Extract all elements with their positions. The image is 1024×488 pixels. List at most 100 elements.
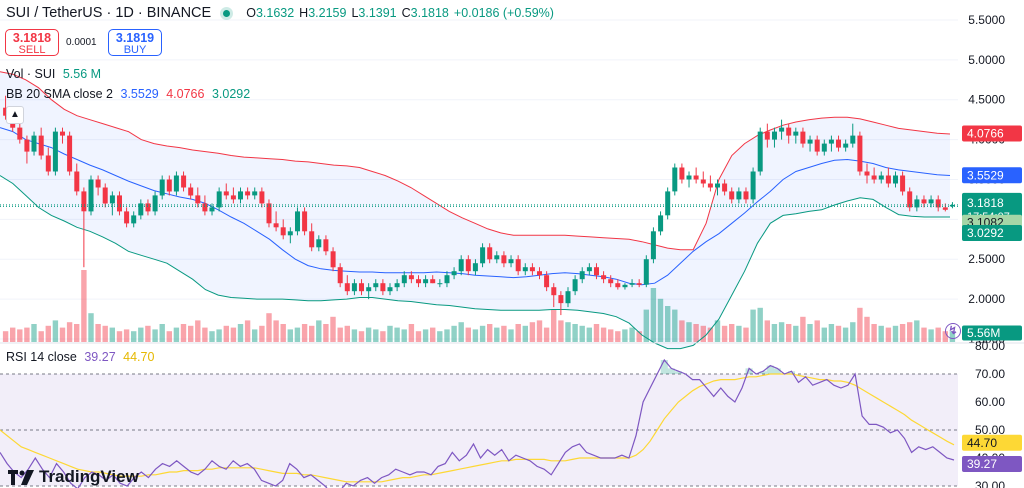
- bb-legend[interactable]: BB 20 SMA close 2 3.5529 4.0766 3.0292: [6, 87, 250, 101]
- volume-bar: [301, 324, 308, 342]
- volume-bar: [394, 327, 400, 342]
- candle-body: [458, 259, 464, 272]
- rsi-grid: [0, 373, 958, 487]
- volume-bar: [700, 325, 706, 342]
- candle-body: [935, 199, 941, 208]
- volume-bar: [309, 325, 315, 342]
- candle-body: [280, 227, 286, 236]
- volume-bar: [650, 288, 657, 342]
- volume-bar: [807, 324, 813, 342]
- candle-body: [893, 175, 898, 184]
- candle-body: [173, 175, 179, 192]
- bb-label: BB 20 SMA close 2: [6, 87, 114, 101]
- rsi-ma-tag: [962, 434, 1022, 451]
- candle-body: [715, 183, 720, 188]
- volume-bar: [764, 320, 770, 342]
- symbol-title[interactable]: SUI / TetherUS · 1D · BINANCE: [6, 5, 212, 21]
- rsi-tick-label: 50.00: [975, 423, 1005, 437]
- volume-bar: [693, 324, 699, 342]
- candle-body: [643, 259, 649, 285]
- volume-bar: [180, 324, 187, 342]
- rsi-legend[interactable]: RSI 14 close 39.27 44.70: [6, 350, 154, 364]
- candle-body: [408, 275, 414, 280]
- volume-bar: [864, 316, 870, 342]
- candle-body: [786, 127, 792, 136]
- volume-bar: [529, 322, 536, 342]
- candle-body: [81, 191, 87, 212]
- volume-bar: [892, 325, 899, 342]
- volume-tag: [962, 325, 1022, 341]
- volume-bar: [223, 325, 229, 342]
- spread-value: 0.0001: [66, 37, 97, 48]
- candle-body: [636, 283, 642, 285]
- candle-body: [693, 175, 699, 180]
- volume-bar: [159, 324, 165, 342]
- volume-bar: [914, 320, 920, 342]
- lightning-icon[interactable]: ↯: [945, 323, 961, 339]
- rsi-ma-line: [0, 373, 955, 483]
- change-value: +0.0186 (+0.59%): [453, 6, 554, 20]
- rsi-tag: [962, 456, 1022, 472]
- volume-bar: [337, 327, 343, 342]
- volume-bar: [907, 322, 913, 342]
- volume-bar: [351, 329, 358, 342]
- volume-bar: [536, 320, 543, 342]
- candle-body: [537, 271, 542, 276]
- candle-body: [743, 191, 749, 200]
- volume-bar: [458, 322, 464, 342]
- candle-body: [779, 127, 785, 132]
- volume-bar: [24, 327, 30, 342]
- tradingview-logo[interactable]: TradingView: [8, 467, 139, 487]
- buy-price: 3.1819: [115, 31, 155, 45]
- volume-bar: [330, 316, 336, 342]
- buy-button[interactable]: 3.1819 BUY: [108, 29, 162, 56]
- candle-body: [31, 135, 37, 152]
- volume-bar: [558, 320, 564, 342]
- candle-body: [885, 175, 891, 184]
- price-tags: 4.07663.55293.181817:54:073.10823.02925.…: [962, 125, 1022, 472]
- candle-body: [145, 203, 151, 212]
- price-tick-label: 5.5000: [968, 13, 1005, 27]
- volume-bar: [572, 324, 578, 342]
- volume-bar: [131, 331, 137, 342]
- volume-legend[interactable]: Vol · SUI 5.56 M: [6, 67, 101, 81]
- volume-bar: [95, 324, 101, 342]
- candle-body: [444, 275, 450, 284]
- candle-body: [437, 283, 443, 285]
- volume-bar: [686, 322, 692, 342]
- candle-body: [515, 259, 521, 272]
- volume-bar: [123, 329, 130, 342]
- collapse-legend-button[interactable]: ▲: [6, 106, 24, 124]
- candle-body: [323, 239, 329, 252]
- volume-bar: [899, 324, 906, 342]
- volume-bar: [857, 307, 863, 342]
- volume-bar: [871, 324, 877, 342]
- bb-upper-tag: [962, 125, 1022, 142]
- volume-bar: [878, 325, 884, 342]
- volume-bar: [173, 327, 180, 342]
- candle-body: [722, 183, 728, 192]
- candle-body: [366, 287, 372, 292]
- close-value: 3.1818: [410, 6, 449, 20]
- candle-body: [793, 131, 799, 136]
- sell-button[interactable]: 3.1818 SELL: [5, 29, 59, 56]
- candle-body: [814, 139, 820, 152]
- volume-bar: [430, 327, 436, 342]
- candle-body: [230, 195, 236, 200]
- volume-bar: [750, 309, 756, 342]
- candle-body: [45, 155, 51, 172]
- candle-body: [921, 199, 927, 204]
- candle-body: [24, 139, 30, 152]
- candle-body: [601, 275, 607, 280]
- candle-body: [416, 279, 421, 284]
- bb-lower-line: [0, 175, 950, 350]
- bb-basis-value: 3.5529: [120, 87, 159, 101]
- candle-body: [508, 259, 514, 264]
- volume-bar: [45, 325, 51, 342]
- volume-bar: [202, 327, 208, 342]
- volume-bar: [259, 325, 265, 342]
- volume-bar: [921, 327, 927, 342]
- low-value: 3.1391: [358, 6, 397, 20]
- candle-body: [344, 283, 350, 292]
